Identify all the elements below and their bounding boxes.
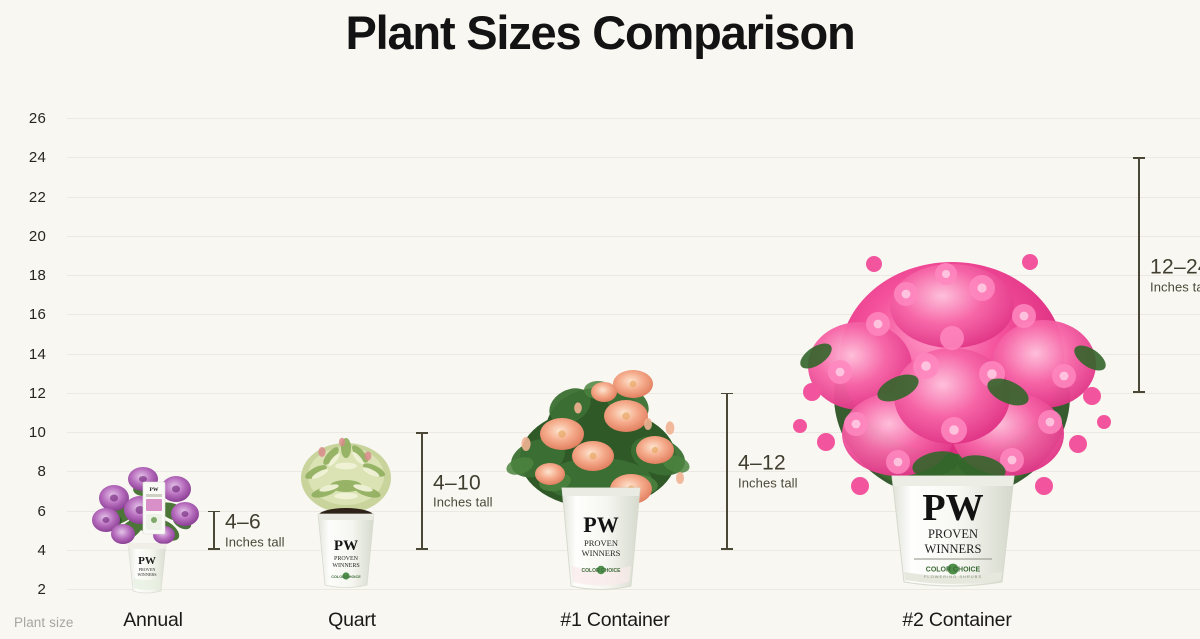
- plant-image-annual: PW PROVEN WINNERS PW: [90, 458, 203, 596]
- y-axis-tick-label: 18: [28, 267, 46, 284]
- page-title: Plant Sizes Comparison: [345, 6, 855, 59]
- y-axis-tick-label: 12: [28, 384, 46, 402]
- measurement-cap-top: [208, 510, 220, 513]
- svg-text:PW: PW: [922, 487, 983, 529]
- gridline: [67, 589, 1200, 590]
- y-axis-tick-label: 14: [28, 345, 46, 363]
- measurement-units: Inches tall: [1150, 278, 1200, 294]
- y-axis-tick-label: 4: [37, 541, 46, 559]
- gridline: [67, 353, 1200, 355]
- svg-text:PW: PW: [138, 555, 156, 567]
- measurement-cap-top: [416, 432, 428, 434]
- y-axis-tick-label: 26: [28, 110, 46, 127]
- gridline: [67, 314, 1200, 316]
- gridline: [67, 196, 1200, 198]
- svg-text:WINNERS: WINNERS: [137, 572, 157, 577]
- measurement-line: [421, 432, 423, 550]
- measurement-cap-top: [1133, 157, 1145, 159]
- svg-text:PROVEN: PROVEN: [584, 538, 618, 548]
- measurement-cap-bottom: [721, 548, 733, 550]
- svg-text:COLOR CHOICE: COLOR CHOICE: [926, 567, 981, 574]
- measurement-range: 4–12: [738, 451, 786, 475]
- svg-text:WINNERS: WINNERS: [582, 548, 621, 558]
- measurement-units: Inches tall: [433, 494, 493, 510]
- svg-text:FLOWERING SHRUBS: FLOWERING SHRUBS: [924, 574, 982, 579]
- svg-text:COLOR CHOICE: COLOR CHOICE: [582, 568, 622, 574]
- svg-text:PW: PW: [583, 512, 618, 537]
- measurement-cap-bottom: [416, 548, 428, 550]
- x-axis-tick-quart: Quart: [328, 609, 376, 631]
- svg-text:PROVEN: PROVEN: [928, 527, 978, 541]
- measurement-label: 12–24Inches tall: [1150, 255, 1200, 294]
- y-axis-tick-label: 16: [28, 306, 46, 324]
- plant-image-quart: PW PROVEN WINNERS COLOR CHOICE: [296, 430, 396, 592]
- svg-text:PROVEN: PROVEN: [334, 556, 359, 562]
- measurement-units: Inches tall: [225, 534, 285, 550]
- gridline: [67, 235, 1200, 237]
- y-axis-tick-label: 8: [37, 463, 46, 481]
- measurement-line: [726, 392, 728, 550]
- y-axis-tick-label: 20: [28, 227, 46, 245]
- measurement-cap-bottom: [208, 548, 220, 550]
- gridline: [67, 275, 1200, 276]
- gridline: [67, 118, 1200, 119]
- x-axis-tick-1-container: #1 Container: [560, 609, 670, 631]
- plant-image-container1: PW PROVEN WINNERS COLOR CHOICE: [500, 362, 696, 594]
- gridline: [67, 157, 1200, 159]
- measurement-range: 4–10: [433, 471, 481, 495]
- svg-text:PW: PW: [149, 487, 158, 493]
- x-axis-tick-2-container: #2 Container: [902, 609, 1012, 631]
- svg-text:WINNERS: WINNERS: [332, 563, 359, 569]
- measurement-range: 12–24: [1150, 255, 1200, 279]
- measurement-units: Inches tall: [738, 475, 798, 491]
- measurement-line: [1138, 157, 1140, 393]
- measurement-cap-bottom: [1133, 391, 1145, 393]
- svg-text:WINNERS: WINNERS: [925, 542, 982, 556]
- y-axis-tick-label: 2: [37, 581, 46, 598]
- y-axis-tick-label: 6: [37, 502, 46, 520]
- svg-text:COLOR CHOICE: COLOR CHOICE: [331, 575, 361, 579]
- measurement-label: 4–12 Inches tall: [738, 452, 798, 491]
- measurement-range: 4–6: [225, 510, 261, 534]
- svg-text:PW: PW: [334, 538, 358, 554]
- measurement-label: 4–10 Inches tall: [433, 471, 493, 510]
- measurement-cap-top: [721, 392, 733, 395]
- y-axis-tick-label: 24: [28, 149, 46, 167]
- measurement-label: 4–6 Inches tall: [225, 511, 285, 550]
- plant-image-container2: PW PROVEN WINNERS COLOR CHOICE FLOWERING…: [786, 246, 1118, 592]
- y-axis-tick-label: 22: [28, 188, 46, 206]
- x-axis-title: Plant size: [14, 615, 74, 630]
- x-axis-tick-annual: Annual: [123, 609, 183, 631]
- svg-text:PROVEN: PROVEN: [139, 567, 156, 572]
- y-axis-tick-label: 10: [28, 424, 46, 441]
- measurement-line: [213, 510, 215, 550]
